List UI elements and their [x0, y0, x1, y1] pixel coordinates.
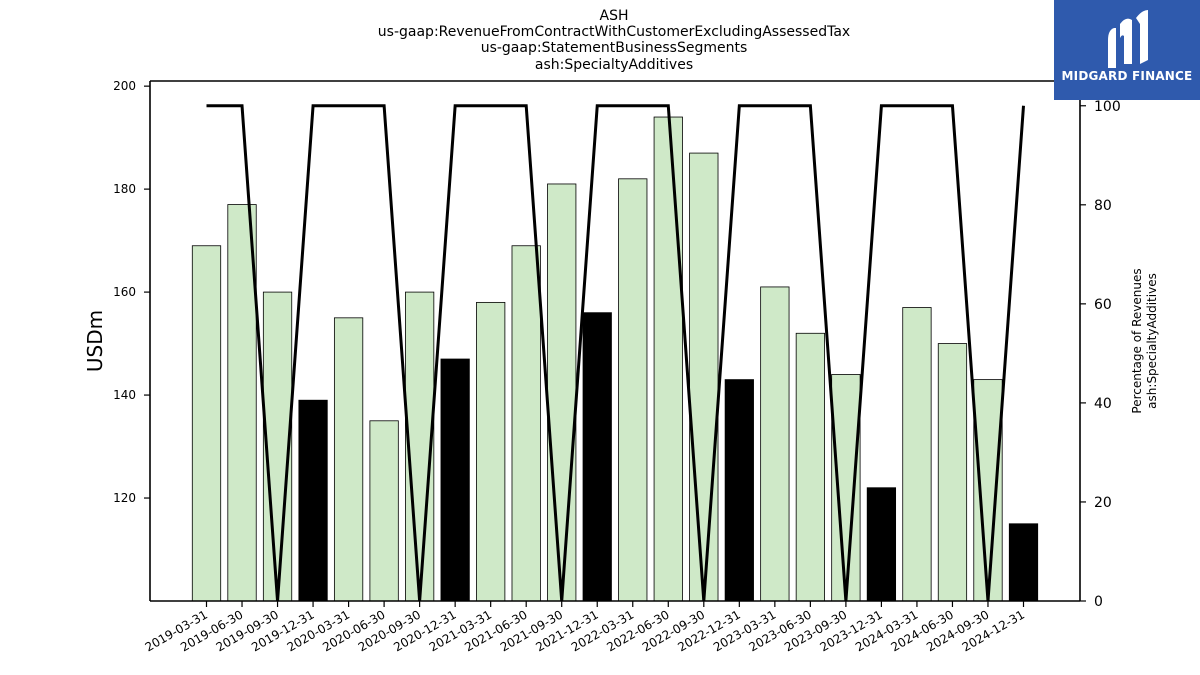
bar-2020-03-31	[333, 317, 364, 602]
bar-2021-12-31	[582, 312, 612, 602]
title-line-4: ash:SpecialtyAdditives	[535, 57, 693, 73]
bar-2020-06-30	[369, 420, 399, 602]
bar-2020-12-31	[440, 358, 470, 602]
percentage-line-group	[206, 104, 1025, 602]
y-tick-label-140: 140	[113, 388, 136, 402]
percentage-line	[206, 104, 1025, 602]
y2-tick-label-60: 60	[1094, 297, 1112, 313]
bar-2021-06-30	[511, 245, 541, 602]
bar-2023-09-30	[831, 374, 861, 602]
bar-2021-03-31	[476, 301, 506, 602]
logo-text: MIDGARD FINANCE	[1061, 69, 1193, 83]
midgard-finance-logo: MIDGARD FINANCE	[1054, 0, 1200, 100]
y-tick-label-200: 200	[113, 79, 136, 93]
y-axis-right-ticks: 0 20 40 60 80 100	[1080, 99, 1121, 610]
bar-2019-03-31	[191, 245, 222, 602]
title-line-1: ASH	[600, 8, 629, 24]
bar-2023-12-31	[866, 487, 897, 602]
bar-2022-09-30	[689, 152, 719, 602]
bar-2023-06-30	[795, 332, 825, 602]
bar-2023-03-31	[760, 286, 790, 602]
y2-tick-label-20: 20	[1094, 495, 1112, 511]
bar-2021-09-30	[547, 183, 577, 602]
bars-group	[191, 116, 1039, 602]
y2-tick-label-100: 100	[1094, 99, 1121, 115]
y-tick-label-160: 160	[113, 285, 136, 299]
bar-2024-09-30	[973, 379, 1003, 602]
y2-tick-label-40: 40	[1094, 396, 1112, 412]
bar-2024-03-31	[902, 307, 932, 602]
title-line-2: us-gaap:RevenueFromContractWithCustomerE…	[378, 24, 850, 40]
y-tick-label-120: 120	[113, 491, 136, 505]
bar-2019-12-31	[298, 399, 328, 602]
bar-2024-12-31	[1008, 523, 1039, 602]
bar-2022-12-31	[724, 379, 754, 602]
y-tick-label-180: 180	[113, 182, 136, 196]
bar-2022-03-31	[618, 178, 648, 602]
bar-2019-09-30	[262, 291, 293, 602]
axes-group	[149, 80, 1081, 602]
chart-title: ASH us-gaap:RevenueFromContractWithCusto…	[378, 8, 850, 73]
bar-2019-06-30	[227, 204, 257, 602]
y-axis-label: USDm	[83, 310, 107, 372]
y2-tick-label-0: 0	[1094, 594, 1103, 610]
title-line-3: us-gaap:StatementBusinessSegments	[481, 40, 748, 56]
y2-axis-label-line-1: Percentage of Revenues	[1130, 268, 1144, 413]
bar-2022-06-30	[653, 116, 683, 602]
bar-2020-09-30	[405, 291, 435, 602]
x-axis-ticks: 2019-03-312019-06-302019-09-302019-12-31…	[143, 601, 1027, 654]
y-axis-left-ticks: 120 140 160 180 200	[113, 79, 150, 505]
y2-tick-label-80: 80	[1094, 198, 1112, 214]
y2-axis-label-line-2: ash:SpecialtyAdditives	[1145, 273, 1159, 409]
bar-2024-06-30	[937, 343, 968, 602]
logo-mark-icon	[1108, 10, 1148, 68]
